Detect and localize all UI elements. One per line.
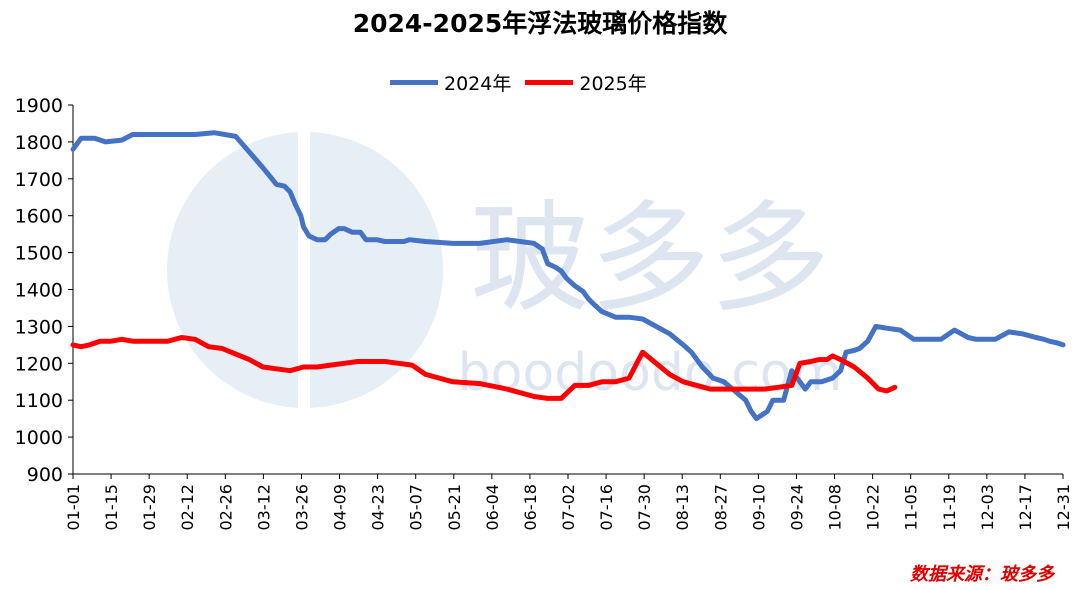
series xyxy=(70,130,1066,422)
chart-title: 2024-2025年浮法玻璃价格指数 xyxy=(352,9,728,38)
x-tick-label: 12-03 xyxy=(978,484,997,531)
legend-label-2024: 2024年 xyxy=(444,72,512,95)
x-tick-label: 10-22 xyxy=(864,484,883,531)
y-tick-label: 1700 xyxy=(15,169,63,191)
x-tick-label: 03-12 xyxy=(254,484,273,531)
axes: 900 1000 1100 1200 1300 1400 1500 1600 1700 1800 1… xyxy=(15,95,1073,531)
y-tick-label: 1100 xyxy=(15,390,63,412)
x-tick-label: 02-26 xyxy=(216,484,235,531)
y-tick-label: 1300 xyxy=(15,316,63,338)
x-tick-label: 11-19 xyxy=(940,484,959,531)
x-tick-label: 07-02 xyxy=(559,484,578,531)
y-tick-label: 1600 xyxy=(15,206,63,228)
x-tick-label: 12-31 xyxy=(1054,484,1073,531)
x-tick-label: 05-21 xyxy=(445,484,464,531)
y-tick-label: 1900 xyxy=(15,95,63,117)
source-note: 数据来源：玻多多 xyxy=(910,564,1054,585)
series-line-2024年 xyxy=(70,130,1066,422)
legend-item-2025: 2025年 xyxy=(525,69,647,96)
x-tick-label: 08-13 xyxy=(673,484,692,531)
y-tick-label: 1400 xyxy=(15,280,63,302)
y-tick-label: 1500 xyxy=(15,243,63,265)
x-tick-label: 06-18 xyxy=(521,484,540,531)
x-tick-label: 01-15 xyxy=(102,484,121,531)
legend-item-2024: 2024年 xyxy=(390,69,511,96)
y-tick-label: 900 xyxy=(27,464,63,486)
y-tick-label: 1200 xyxy=(15,353,63,375)
watermark-logo-text: 玻多多 xyxy=(470,190,830,329)
x-tick-label: 06-04 xyxy=(483,484,502,530)
x-tick-label: 01-01 xyxy=(64,484,83,531)
y-tick-label: 1000 xyxy=(15,427,63,449)
x-tick-label: 11-05 xyxy=(902,484,921,531)
x-tick-label: 01-29 xyxy=(140,484,159,531)
watermark: 玻多多 boodoodo.com xyxy=(167,120,842,430)
legend-swatch-2024 xyxy=(390,79,438,85)
watermark-logo-circle xyxy=(167,132,443,408)
x-tick-label: 03-26 xyxy=(292,484,311,531)
legend-label-2025: 2025年 xyxy=(579,72,647,95)
y-tick-label: 1800 xyxy=(15,132,63,154)
x-tick-label: 02-12 xyxy=(178,484,197,531)
x-tick-label: 10-08 xyxy=(826,484,845,531)
x-tick-label: 12-17 xyxy=(1016,484,1035,531)
x-tick-label: 08-27 xyxy=(711,484,730,531)
watermark-logo-bar xyxy=(298,120,310,430)
x-tick-label: 07-16 xyxy=(597,484,616,531)
x-tick-label: 04-09 xyxy=(331,484,350,531)
x-tick-label: 04-23 xyxy=(369,484,388,531)
series-line-2025年 xyxy=(70,335,898,401)
x-tick-label: 05-07 xyxy=(407,484,426,531)
x-tick-label: 07-30 xyxy=(635,484,654,531)
legend: 2024年 2025年 xyxy=(390,69,661,96)
x-tick-label: 09-24 xyxy=(787,484,806,531)
x-tick-label: 09-10 xyxy=(749,484,768,531)
legend-swatch-2025 xyxy=(525,79,574,85)
